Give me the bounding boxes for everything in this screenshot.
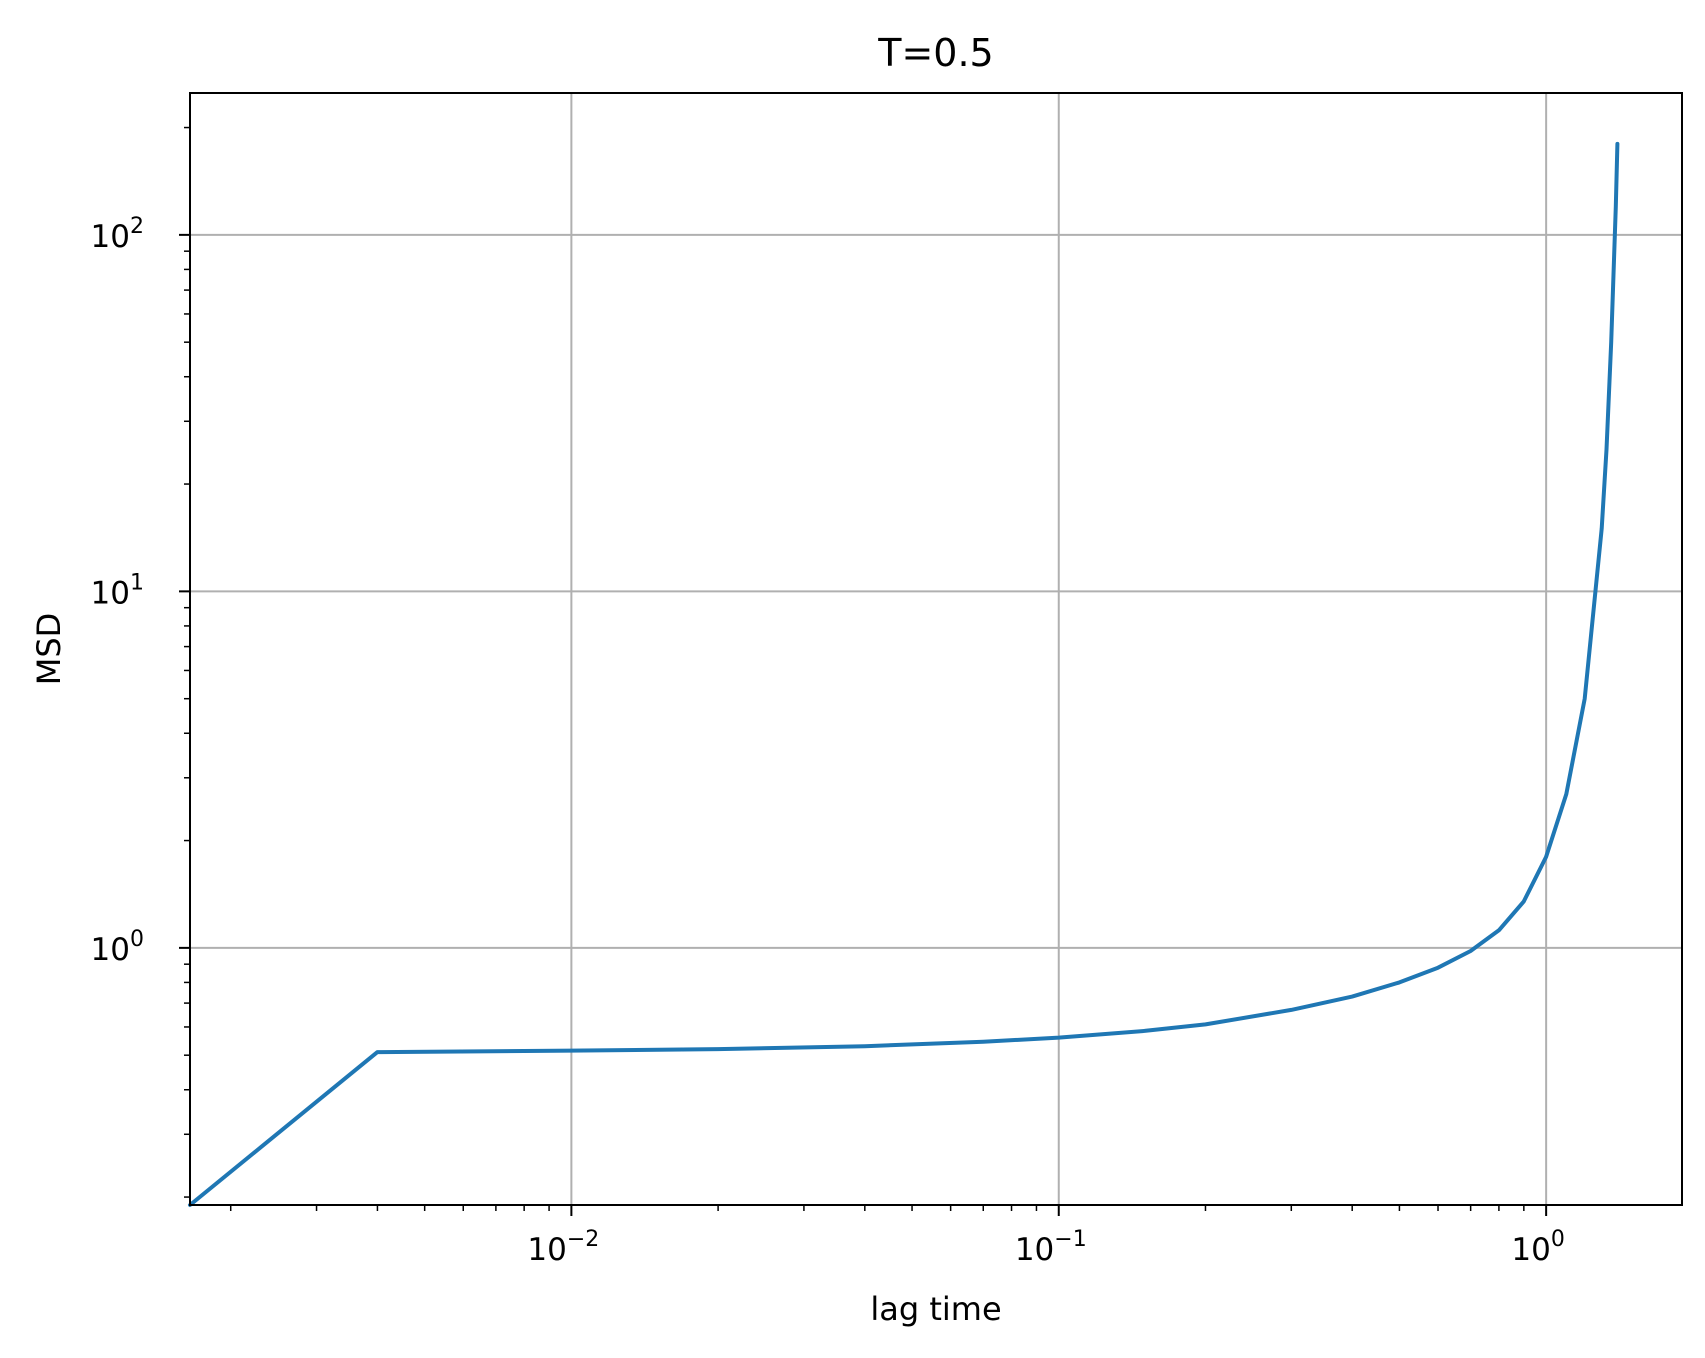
x-tick-exponent: −1: [1054, 1227, 1086, 1252]
x-tick-exponent: 0: [1551, 1227, 1565, 1252]
y-tick-exponent: 0: [130, 927, 144, 952]
series-line: [188, 141, 1620, 1207]
series-layer: [188, 141, 1620, 1207]
y-tick-exponent: 2: [130, 214, 144, 239]
x-axis-label: lag time: [870, 1290, 1001, 1328]
y-axis-label: MSD: [30, 613, 68, 686]
plot-frame: [189, 92, 1683, 1206]
grid: [190, 93, 1682, 1205]
y-tick-label: 101: [91, 570, 144, 611]
y-tick-exponent: 1: [130, 570, 144, 595]
x-tick-exponent: −2: [567, 1227, 599, 1252]
chart-title: T=0.5: [877, 31, 993, 75]
